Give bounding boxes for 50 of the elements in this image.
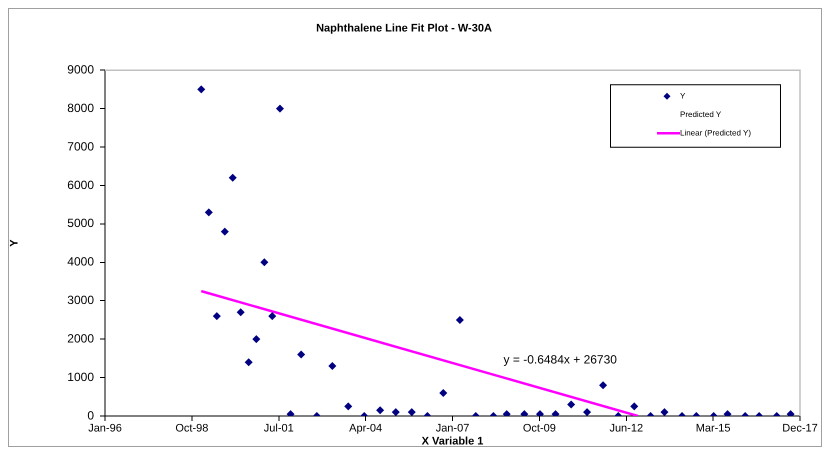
x-axis-title: X Variable 1 <box>422 435 484 448</box>
point <box>268 312 276 320</box>
text: Predicted Y <box>680 110 722 119</box>
point <box>260 258 268 266</box>
point <box>236 308 245 316</box>
x-tick-label: Mar-15 <box>696 422 731 435</box>
y-tick-label: 9000 <box>67 62 94 77</box>
legend-label: Linear (Predicted Y) <box>680 128 752 138</box>
x-tick-label: Apr-04 <box>349 422 382 435</box>
chart-title: Naphthalene Line Fit Plot - W-30A <box>316 22 492 35</box>
annotation: y = -0.6484x + 26730 <box>504 352 618 366</box>
point <box>328 362 336 370</box>
x-tick-label: Jan-07 <box>436 422 470 435</box>
x-tick-label: Dec-17 <box>782 422 818 435</box>
point <box>408 408 416 416</box>
point <box>456 316 464 324</box>
y-tick-label: 0 <box>87 408 94 422</box>
point <box>660 408 668 416</box>
x-tick-label: Jul-01 <box>264 422 294 435</box>
point <box>392 408 400 416</box>
point <box>376 406 384 414</box>
point <box>344 402 352 410</box>
point <box>297 350 306 359</box>
y-tick-label: 2000 <box>67 331 94 346</box>
y-tick-label: 3000 <box>67 293 94 308</box>
point <box>244 358 253 366</box>
point <box>212 312 221 320</box>
y-tick-label: 4000 <box>67 254 94 269</box>
y-tick-label: 5000 <box>67 216 94 230</box>
point <box>599 381 608 390</box>
point <box>228 174 237 182</box>
y-tick-label: 6000 <box>67 178 94 192</box>
y-axis-title: Y <box>8 238 21 247</box>
legend-label: Y <box>680 91 686 100</box>
y-tick-label: 1000 <box>67 370 94 384</box>
y-tick-label: 8000 <box>67 100 94 115</box>
point <box>252 335 260 344</box>
x-tick-label: Oct-09 <box>522 422 556 435</box>
point <box>276 104 284 113</box>
point <box>220 228 229 236</box>
x-tick-label: Jun-12 <box>609 422 644 435</box>
point <box>583 408 592 416</box>
y-tick-label: 7000 <box>67 139 94 154</box>
point <box>204 208 213 216</box>
point <box>630 402 638 410</box>
x-tick-label: Oct-98 <box>175 422 208 435</box>
x-tick-label: Jan-96 <box>88 422 122 435</box>
point <box>439 388 448 397</box>
point <box>567 400 576 408</box>
point <box>197 85 206 94</box>
